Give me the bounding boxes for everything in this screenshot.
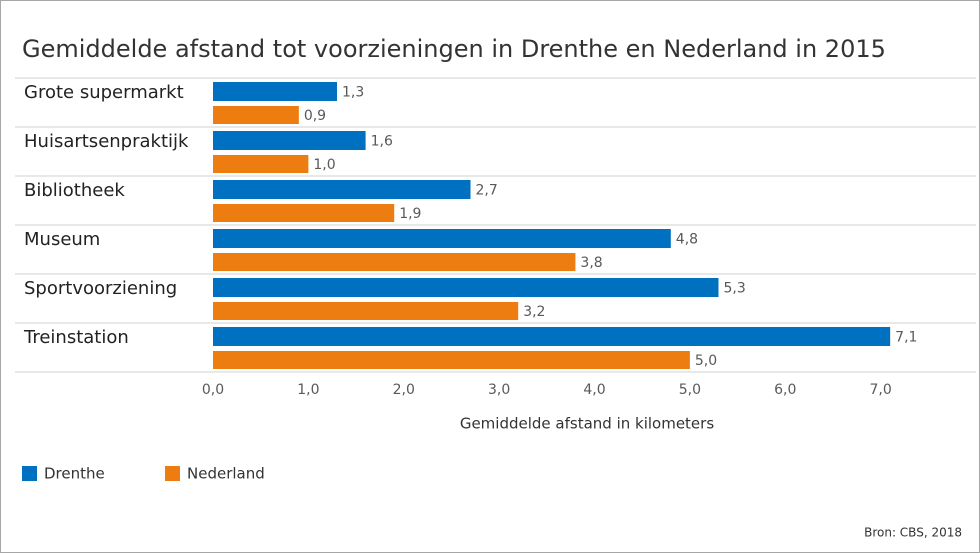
value-label: 5,0 bbox=[695, 353, 717, 369]
category-label: Museum bbox=[24, 229, 100, 250]
category-label: Sportvoorziening bbox=[24, 278, 177, 299]
bar bbox=[213, 253, 576, 271]
x-tick-label: 7,0 bbox=[869, 382, 891, 398]
bar bbox=[213, 155, 309, 173]
value-label: 4,8 bbox=[676, 232, 698, 248]
x-tick-label: 5,0 bbox=[679, 382, 701, 398]
bar bbox=[213, 131, 366, 150]
x-tick-label: 1,0 bbox=[297, 382, 319, 398]
bar bbox=[213, 302, 519, 320]
x-axis-label: Gemiddelde afstand in kilometers bbox=[460, 415, 715, 433]
x-tick-label: 0,0 bbox=[202, 382, 224, 398]
bar bbox=[213, 278, 719, 297]
x-tick-label: 4,0 bbox=[583, 382, 605, 398]
bar bbox=[213, 327, 891, 346]
chart-title: Gemiddelde afstand tot voorzieningen in … bbox=[22, 35, 886, 63]
value-label: 7,1 bbox=[895, 330, 917, 346]
source: Bron: CBS, 2018 bbox=[864, 526, 962, 540]
bar bbox=[213, 351, 690, 369]
value-label: 1,3 bbox=[342, 85, 364, 101]
value-label: 1,9 bbox=[399, 206, 421, 222]
x-tick-label: 3,0 bbox=[488, 382, 510, 398]
bar bbox=[213, 106, 299, 124]
bar bbox=[213, 180, 471, 199]
category-label: Huisartsenpraktijk bbox=[24, 131, 189, 152]
category-label: Treinstation bbox=[23, 327, 129, 348]
bar bbox=[213, 82, 337, 101]
x-tick-label: 2,0 bbox=[393, 382, 415, 398]
x-tick-label: 6,0 bbox=[774, 382, 796, 398]
value-label: 3,8 bbox=[580, 255, 602, 271]
legend-label: Nederland bbox=[187, 465, 265, 483]
legend-swatch bbox=[22, 466, 37, 481]
bar bbox=[213, 229, 671, 248]
bar bbox=[213, 204, 395, 222]
legend-label: Drenthe bbox=[44, 465, 105, 483]
value-label: 5,3 bbox=[723, 281, 745, 297]
value-label: 3,2 bbox=[523, 304, 545, 320]
category-label: Grote supermarkt bbox=[24, 82, 184, 103]
value-label: 0,9 bbox=[304, 108, 326, 124]
value-label: 2,7 bbox=[476, 183, 498, 199]
value-label: 1,6 bbox=[371, 134, 393, 150]
category-label: Bibliotheek bbox=[24, 180, 125, 201]
value-label: 1,0 bbox=[313, 157, 335, 173]
legend-swatch bbox=[165, 466, 180, 481]
